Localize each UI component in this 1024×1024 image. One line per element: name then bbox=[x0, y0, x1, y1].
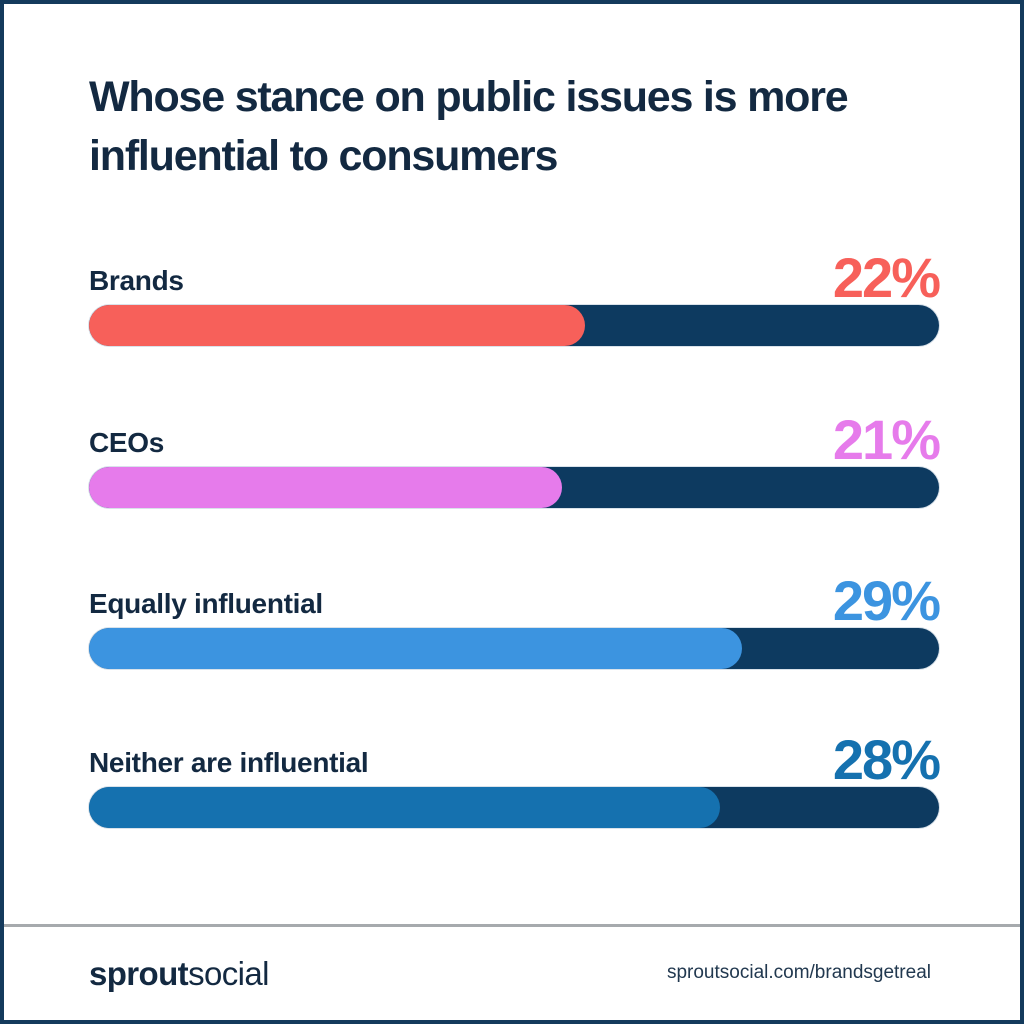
bar-value-label: 22% bbox=[832, 245, 941, 309]
bar-fill bbox=[89, 467, 563, 508]
page-title-line2: influential to consumers bbox=[89, 132, 558, 181]
bar-fill bbox=[89, 305, 585, 346]
footer-divider bbox=[4, 924, 1020, 927]
bar-track bbox=[89, 305, 939, 346]
bar-label: Equally influential bbox=[89, 588, 323, 619]
chart-row: Brands 22% bbox=[89, 245, 941, 346]
sproutsocial-logo: sproutsocial bbox=[89, 955, 269, 993]
bar-label: CEOs bbox=[89, 427, 165, 458]
bar-value-label: 29% bbox=[832, 568, 941, 632]
bar-fill bbox=[89, 787, 720, 828]
bar-label: Brands bbox=[89, 265, 184, 296]
chart-row: Neither are influential 28% bbox=[89, 727, 941, 828]
chart-row: Equally influential 29% bbox=[89, 568, 941, 669]
logo-text-light: social bbox=[188, 955, 269, 992]
footer-url: sproutsocial.com/brandsgetreal bbox=[666, 962, 931, 983]
bar-fill bbox=[89, 628, 743, 669]
bar-value-label: 28% bbox=[832, 727, 941, 791]
page-title: Whose stance on public issues is more in… bbox=[89, 68, 949, 187]
bar-track bbox=[89, 628, 939, 669]
logo-text-bold: sprout bbox=[89, 955, 189, 992]
bar-value-label: 21% bbox=[832, 407, 941, 471]
chart-row: CEOs 21% bbox=[89, 407, 941, 508]
bar-label: Neither are influential bbox=[89, 747, 369, 778]
page-title-line1: Whose stance on public issues is more bbox=[89, 73, 849, 121]
bar-track bbox=[89, 467, 939, 508]
bar-track bbox=[89, 787, 939, 828]
